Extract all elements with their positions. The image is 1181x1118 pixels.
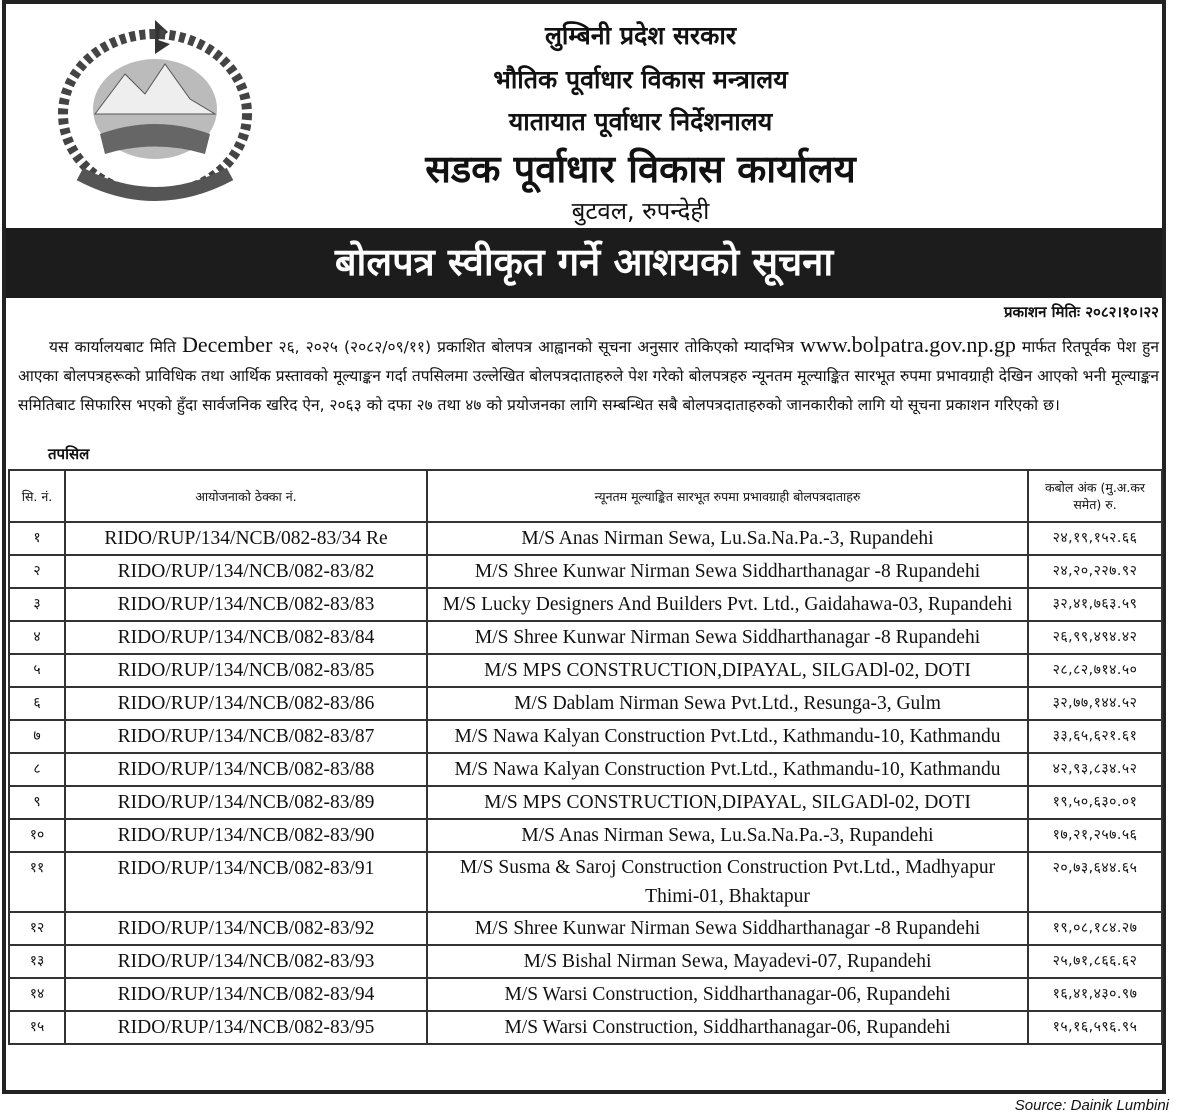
contract-no-cell: RIDO/RUP/134/NCB/082-83/91 [64, 851, 428, 913]
amount-cell: १९,०८,१८४.२७ [1027, 911, 1163, 946]
table-row: ३ RIDO/RUP/134/NCB/082-83/83 M/S Lucky Des… [8, 587, 1163, 622]
serial-cell: ३ [8, 587, 66, 622]
bidder-cell: M/S Anas Nirman Sewa, Lu.Sa.Na.Pa.-3, Ru… [426, 521, 1029, 556]
nepal-emblem-icon [58, 20, 252, 201]
bidder-cell: M/S Shree Kunwar Nirman Sewa Siddharthan… [426, 554, 1029, 589]
bidder-cell: M/S Bishal Nirman Sewa, Mayadevi-07, Rup… [426, 944, 1029, 979]
bidder-cell: M/S Anas Nirman Sewa, Lu.Sa.Na.Pa.-3, Ru… [426, 818, 1029, 853]
amount-cell: २६,९९,४९४.४२ [1027, 620, 1163, 655]
serial-cell: १३ [8, 944, 66, 979]
contract-no-cell: RIDO/RUP/134/NCB/082-83/87 [64, 719, 428, 754]
header-amount: कबोल अंक (मु.अ.कर समेत) रु. [1027, 469, 1163, 523]
serial-cell: ८ [8, 752, 66, 787]
header-government: लुम्बिनी प्रदेश सरकार [544, 21, 737, 50]
contract-no-cell: RIDO/RUP/134/NCB/082-83/89 [64, 785, 428, 820]
source-caption: Source: Dainik Lumbini [1014, 1097, 1169, 1114]
serial-cell: १२ [8, 911, 66, 946]
table-row: १३ RIDO/RUP/134/NCB/082-83/93 M/S Bishal N… [8, 944, 1163, 979]
contract-no-cell: RIDO/RUP/134/NCB/082-83/83 [64, 587, 428, 622]
amount-cell: २५,७१,८६६.६२ [1027, 944, 1163, 979]
header-contract-no: आयोजनाको ठेक्का नं. [64, 469, 428, 523]
serial-cell: ७ [8, 719, 66, 754]
body-text: २६, २०२५ (२०८२/०९/११) प्रकाशित बोलपत्र आ… [272, 338, 800, 356]
table-row: ११ RIDO/RUP/134/NCB/082-83/91 M/S Susma & … [8, 851, 1163, 913]
contract-no-cell: RIDO/RUP/134/NCB/082-83/90 [64, 818, 428, 853]
header-office: सडक पूर्वाधार विकास कार्यालय [425, 147, 856, 191]
bidder-cell: M/S Warsi Construction, Siddharthanagar-… [426, 1010, 1029, 1045]
table-row: ४ RIDO/RUP/134/NCB/082-83/84 M/S Shree Kun… [8, 620, 1163, 655]
table-row: ८ RIDO/RUP/134/NCB/082-83/88 M/S Nawa Kaly… [8, 752, 1163, 787]
bidder-cell: M/S Shree Kunwar Nirman Sewa Siddharthan… [426, 620, 1029, 655]
serial-cell: २ [8, 554, 66, 589]
table-row: ६ RIDO/RUP/134/NCB/082-83/86 M/S Dablam Ni… [8, 686, 1163, 721]
table-row: ५ RIDO/RUP/134/NCB/082-83/85 M/S MPS CONST… [8, 653, 1163, 688]
tapasil-label: तपसिल [48, 445, 90, 463]
notice-body: यस कार्यालयबाट मिति December २६, २०२५ (२… [18, 330, 1159, 420]
serial-cell: ११ [8, 851, 66, 913]
contract-no-cell: RIDO/RUP/134/NCB/082-83/88 [64, 752, 428, 787]
table-row: २ RIDO/RUP/134/NCB/082-83/82 M/S Shree Kun… [8, 554, 1163, 589]
table-row: १५ RIDO/RUP/134/NCB/082-83/95 M/S Warsi Co… [8, 1010, 1163, 1045]
serial-cell: १० [8, 818, 66, 853]
bid-table: सि. नं. आयोजनाको ठेक्का नं. न्यूनतम मूल्… [8, 469, 1163, 1045]
serial-cell: ५ [8, 653, 66, 688]
bidder-cell: M/S MPS CONSTRUCTION,DIPAYAL, SILGADl-02… [426, 653, 1029, 688]
amount-cell: १७,२१,२५७.५६ [1027, 818, 1163, 853]
body-text: मार्फत रितपूर्वक पेश हुन आएका बोलपत्रहरू… [18, 338, 1159, 414]
contract-no-cell: RIDO/RUP/134/NCB/082-83/86 [64, 686, 428, 721]
amount-cell: २४,२०,२२७.९२ [1027, 554, 1163, 589]
header-serial: सि. नं. [8, 469, 66, 523]
table-row: १४ RIDO/RUP/134/NCB/082-83/94 M/S Warsi Co… [8, 977, 1163, 1012]
contract-no-cell: RIDO/RUP/134/NCB/082-83/34 Re [64, 521, 428, 556]
table-header-row: सि. नं. आयोजनाको ठेक्का नं. न्यूनतम मूल्… [8, 469, 1163, 523]
amount-cell: २८,८२,७१४.५० [1027, 653, 1163, 688]
amount-cell: २४,१९,१५२.६६ [1027, 521, 1163, 556]
contract-no-cell: RIDO/RUP/134/NCB/082-83/95 [64, 1010, 428, 1045]
bidder-cell: M/S Dablam Nirman Sewa Pvt.Ltd., Resunga… [426, 686, 1029, 721]
contract-no-cell: RIDO/RUP/134/NCB/082-83/94 [64, 977, 428, 1012]
notice-title: बोलपत्र स्वीकृत गर्ने आशयको सूचना [6, 228, 1162, 298]
table-row: १ RIDO/RUP/134/NCB/082-83/34 Re M/S Anas N… [8, 521, 1163, 556]
amount-cell: ३३,६५,६२१.६१ [1027, 719, 1163, 754]
bolpatra-link[interactable]: www.bolpatra.gov.np.gp [799, 332, 1016, 357]
bidder-cell: M/S Warsi Construction, Siddharthanagar-… [426, 977, 1029, 1012]
serial-cell: १४ [8, 977, 66, 1012]
amount-cell: १९,५०,६३०.०१ [1027, 785, 1163, 820]
header-bidder: न्यूनतम मूल्याङ्कित सारभूत रुपमा प्रभावग… [426, 469, 1029, 523]
header-location: बुटवल, रुपन्देही [571, 197, 710, 225]
contract-no-cell: RIDO/RUP/134/NCB/082-83/82 [64, 554, 428, 589]
body-month: December [182, 332, 273, 357]
contract-no-cell: RIDO/RUP/134/NCB/082-83/93 [64, 944, 428, 979]
notice-frame [2, 0, 1166, 1094]
table-row: १० RIDO/RUP/134/NCB/082-83/90 M/S Anas Nir… [8, 818, 1163, 853]
body-text: यस कार्यालयबाट मिति [49, 338, 183, 356]
amount-cell: ३२,७७,१४४.५२ [1027, 686, 1163, 721]
publish-date: प्रकाशन मितिः २०८२।१०।२२ [1003, 303, 1159, 321]
contract-no-cell: RIDO/RUP/134/NCB/082-83/85 [64, 653, 428, 688]
serial-cell: ९ [8, 785, 66, 820]
amount-cell: २०,७३,६४४.६५ [1027, 851, 1163, 913]
bidder-cell: M/S Susma & Saroj Construction Construct… [426, 851, 1029, 913]
table-row: १२ RIDO/RUP/134/NCB/082-83/92 M/S Shree Ku… [8, 911, 1163, 946]
amount-cell: १६,४१,४३०.९७ [1027, 977, 1163, 1012]
table-row: ९ RIDO/RUP/134/NCB/082-83/89 M/S MPS CONST… [8, 785, 1163, 820]
contract-no-cell: RIDO/RUP/134/NCB/082-83/84 [64, 620, 428, 655]
serial-cell: १५ [8, 1010, 66, 1045]
amount-cell: ३२,४१,७६३.५९ [1027, 587, 1163, 622]
contract-no-cell: RIDO/RUP/134/NCB/082-83/92 [64, 911, 428, 946]
serial-cell: ६ [8, 686, 66, 721]
serial-cell: ४ [8, 620, 66, 655]
table-row: ७ RIDO/RUP/134/NCB/082-83/87 M/S Nawa Kaly… [8, 719, 1163, 754]
header-directorate: यातायात पूर्वाधार निर्देशनालय [508, 107, 773, 136]
serial-cell: १ [8, 521, 66, 556]
amount-cell: ४२,९३,८३४.५२ [1027, 752, 1163, 787]
bidder-cell: M/S Nawa Kalyan Construction Pvt.Ltd., K… [426, 752, 1029, 787]
bidder-cell: M/S Nawa Kalyan Construction Pvt.Ltd., K… [426, 719, 1029, 754]
header-ministry: भौतिक पूर्वाधार विकास मन्त्रालय [493, 65, 788, 94]
bidder-cell: M/S MPS CONSTRUCTION,DIPAYAL, SILGADl-02… [426, 785, 1029, 820]
amount-cell: १५,१६,५९६.९५ [1027, 1010, 1163, 1045]
bidder-cell: M/S Shree Kunwar Nirman Sewa Siddharthan… [426, 911, 1029, 946]
bidder-cell: M/S Lucky Designers And Builders Pvt. Lt… [426, 587, 1029, 622]
